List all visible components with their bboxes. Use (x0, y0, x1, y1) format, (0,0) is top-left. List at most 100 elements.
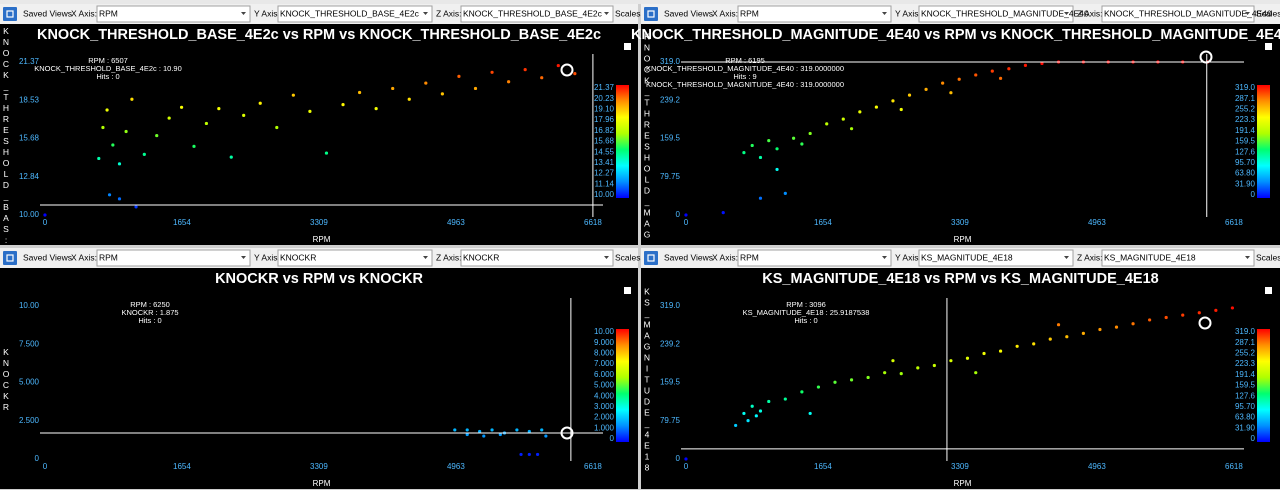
axis-select[interactable] (277, 249, 433, 267)
data-point (1181, 313, 1185, 317)
data-point (482, 434, 486, 438)
scales-button[interactable]: Scales (615, 8, 641, 18)
axis-select-value[interactable]: RPM (740, 8, 759, 18)
data-point (932, 363, 936, 368)
readout-line: KNOCK_THRESHOLD_BASE_4E2c : 10.90 (34, 64, 182, 73)
data-point (308, 109, 312, 113)
y-tick-label: 18.53 (19, 95, 40, 104)
scales-button[interactable]: Scales (615, 252, 641, 262)
color-scale-label: 255.2 (1235, 349, 1256, 358)
saved-views-icon[interactable] (644, 7, 658, 21)
export-icon[interactable] (624, 43, 631, 50)
axis-select-value[interactable]: KNOCK_THRESHOLD_BASE_4E2c (280, 8, 420, 18)
chart-bg (0, 24, 638, 245)
color-scale-label: 19.10 (594, 104, 615, 113)
export-icon[interactable] (1265, 43, 1272, 50)
y-tick-label: 15.68 (19, 134, 40, 143)
axis-select-value[interactable]: KS_MAGNITUDE_4E18 (1104, 252, 1196, 262)
y-tick-label: 5.000 (19, 378, 40, 387)
data-point (424, 81, 428, 85)
axis-select[interactable] (737, 5, 892, 23)
data-point (258, 101, 262, 105)
color-scale (616, 329, 629, 442)
data-point (891, 359, 895, 363)
y-tick-label: 79.75 (660, 172, 681, 181)
color-scale-label: 0 (610, 434, 615, 443)
axis-select[interactable] (277, 5, 433, 23)
y-tick-label: 239.2 (660, 339, 681, 348)
axis-select[interactable] (96, 249, 251, 267)
data-point (523, 68, 527, 72)
dropdown-arrow (882, 256, 887, 259)
saved-views-button[interactable]: Saved Views (23, 252, 72, 262)
color-scale-label: 4.000 (594, 391, 615, 400)
data-point (990, 69, 994, 73)
saved-views-button[interactable]: Saved Views (23, 8, 72, 18)
scales-button[interactable]: Scales (1256, 252, 1280, 262)
data-point (101, 125, 105, 130)
axis-label: Y Axis: (895, 8, 921, 18)
x-tick-label: 1654 (173, 218, 191, 227)
data-point (883, 371, 887, 375)
color-scale-label: 223.3 (1235, 359, 1256, 368)
data-point (1065, 335, 1069, 339)
axis-select-value[interactable]: KS_MAGNITUDE_4E18 (921, 252, 1013, 262)
axis-select[interactable] (737, 249, 892, 267)
data-point (324, 151, 329, 155)
data-point (217, 107, 221, 111)
data-point (800, 142, 804, 146)
color-scale-label: 17.96 (594, 115, 615, 124)
saved-views-icon[interactable] (3, 7, 17, 21)
chart-title: KNOCK_THRESHOLD_MAGNITUDE_4E40 vs RPM vs… (631, 27, 1280, 43)
axis-select-value[interactable]: RPM (740, 252, 759, 262)
saved-views-icon[interactable] (644, 251, 658, 265)
data-point (391, 86, 395, 91)
data-point (742, 411, 746, 416)
export-icon[interactable] (624, 287, 631, 294)
axis-select[interactable] (1101, 249, 1255, 267)
axis-select-value[interactable]: RPM (99, 8, 118, 18)
readout-line: Hits : 0 (138, 316, 161, 325)
axis-select-value[interactable]: KNOCK_THRESHOLD_BASE_4E2c (463, 8, 603, 18)
color-scale-label: 14.55 (594, 147, 615, 156)
axis-select[interactable] (460, 5, 614, 23)
y-tick-label: 2.500 (19, 416, 40, 425)
saved-views-button[interactable]: Saved Views (664, 252, 713, 262)
readout-line: RPM : 6250 (130, 300, 170, 309)
axis-select[interactable] (1101, 5, 1255, 23)
saved-views-icon[interactable] (3, 251, 17, 265)
axis-select[interactable] (460, 249, 614, 267)
y-tick-label: 79.75 (660, 416, 681, 425)
axis-select-value[interactable]: RPM (99, 252, 118, 262)
color-scale-label: 63.80 (1235, 169, 1256, 178)
data-point (1131, 322, 1135, 326)
axis-select[interactable] (918, 5, 1074, 23)
axis-select-value[interactable]: KNOCK_THRESHOLD_MAGNITUDE_4E40 (921, 8, 1089, 18)
axis-label: X Axis: (712, 8, 738, 18)
data-point (465, 428, 469, 432)
x-axis-label: RPM (954, 479, 972, 488)
readout-line: KNOCK_THRESHOLD_MAGNITUDE_4E40 : 319.000… (646, 64, 844, 73)
axis-select-value[interactable]: KNOCKR (280, 252, 316, 262)
toolbar: Saved Views X Axis: RPM Y Axis: KS_MAGNITUDE… (641, 248, 1280, 268)
dropdown-arrow (1064, 12, 1069, 15)
axis-label: Y Axis: (895, 252, 921, 262)
saved-views-button[interactable]: Saved Views (664, 8, 713, 18)
data-point (866, 375, 870, 380)
y-tick-label: 0 (676, 454, 681, 463)
axis-select[interactable] (96, 5, 251, 23)
data-point (775, 147, 779, 151)
axis-select[interactable] (918, 249, 1074, 267)
data-point (179, 105, 184, 109)
data-point (527, 429, 531, 434)
export-icon[interactable] (1265, 287, 1272, 294)
y-tick-label: 159.5 (660, 134, 681, 143)
axis-select-value[interactable]: KNOCKR (463, 252, 499, 262)
data-point (242, 113, 246, 117)
data-point (1081, 331, 1085, 335)
data-point (1214, 308, 1218, 312)
scales-button[interactable]: Scales (1256, 8, 1280, 18)
axis-select-value[interactable]: KNOCK_THRESHOLD_MAGNITUDE_4E40 (1104, 8, 1272, 18)
x-tick-label: 4963 (1088, 462, 1106, 471)
x-tick-label: 1654 (814, 218, 832, 227)
